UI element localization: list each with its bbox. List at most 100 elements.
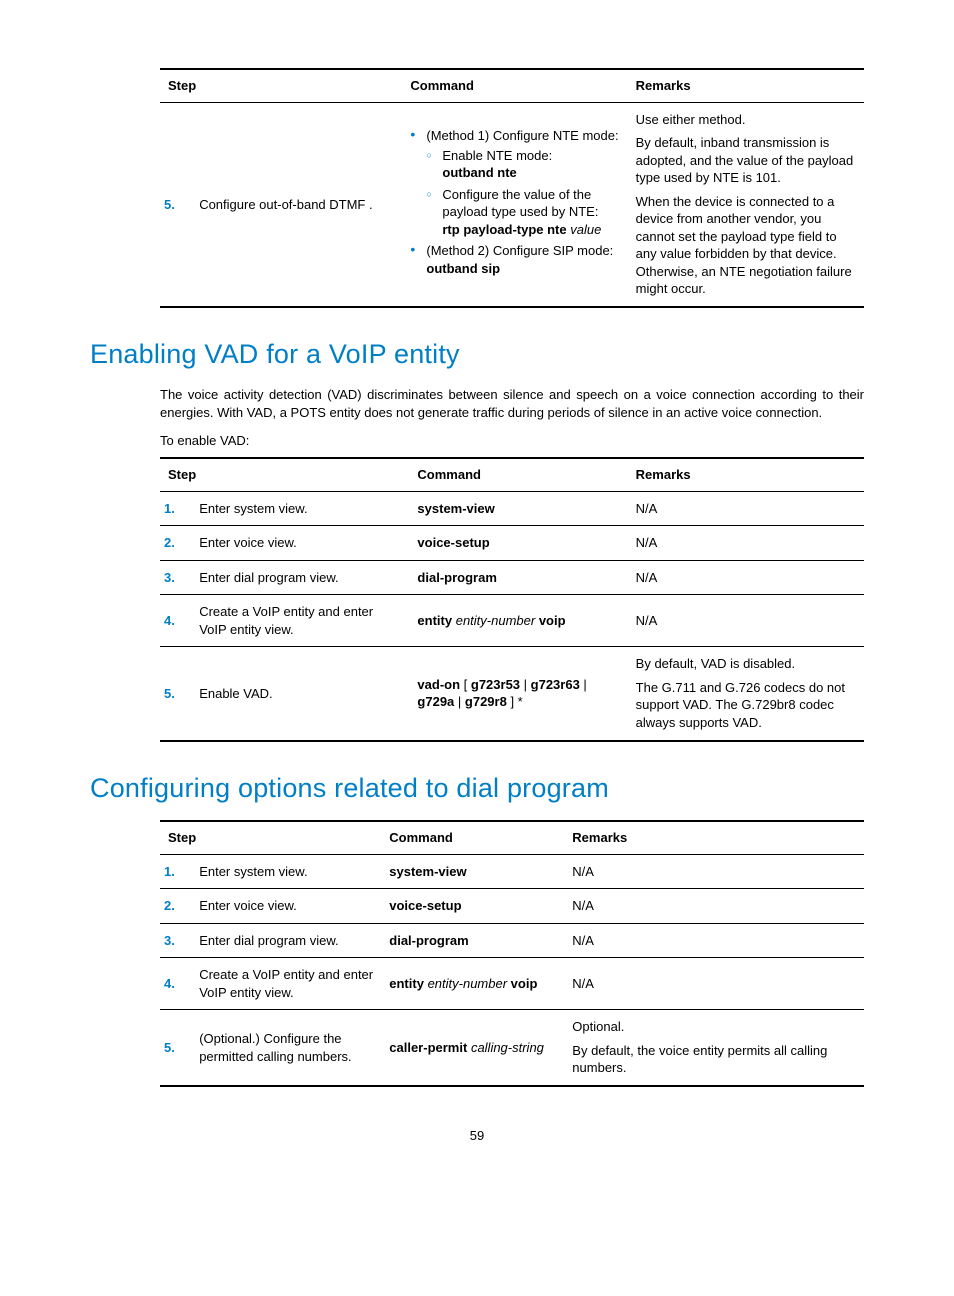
remark-line: By default, VAD is disabled.: [636, 655, 854, 673]
table-row: 5. Configure out-of-band DTMF . (Method …: [160, 102, 864, 307]
list-item: (Method 2) Configure SIP mode: outband s…: [410, 242, 621, 277]
table-vad: Step Command Remarks 1. Enter system vie…: [160, 457, 864, 741]
step-number: 1.: [160, 491, 195, 526]
table-row: 4. Create a VoIP entity and enter VoIP e…: [160, 958, 864, 1010]
col-command: Command: [385, 821, 568, 854]
cmd-bold: g729a: [417, 694, 454, 709]
cmd-plain: [: [460, 677, 471, 692]
page-number: 59: [90, 1127, 864, 1145]
step-desc: Enter system view.: [195, 491, 413, 526]
step-number: 2.: [160, 526, 195, 561]
col-step: Step: [160, 458, 413, 491]
step-desc: Create a VoIP entity and enter VoIP enti…: [195, 595, 413, 647]
step-desc: Enter dial program view.: [195, 923, 385, 958]
table-dtmf: Step Command Remarks 5. Configure out-of…: [160, 68, 864, 308]
table-row: 3. Enter dial program view. dial-program…: [160, 560, 864, 595]
cmd-bold: voip: [511, 976, 538, 991]
table-row: 4. Create a VoIP entity and enter VoIP e…: [160, 595, 864, 647]
step-desc: (Optional.) Configure the permitted call…: [195, 1010, 385, 1086]
step-number: 1.: [160, 854, 195, 889]
cmd-ital: entity-number: [428, 976, 507, 991]
cmd-plain: |: [454, 694, 465, 709]
step-number: 5.: [160, 647, 195, 741]
cmd-ital: value: [570, 222, 601, 237]
step-remarks: N/A: [568, 889, 864, 924]
vad-intro-para: The voice activity detection (VAD) discr…: [160, 386, 864, 421]
page-content: Step Command Remarks 5. Configure out-of…: [160, 68, 864, 1087]
step-command: voice-setup: [385, 889, 568, 924]
table-row: 5. (Optional.) Configure the permitted c…: [160, 1010, 864, 1086]
cmd-bold: entity: [417, 613, 452, 628]
step-desc: Create a VoIP entity and enter VoIP enti…: [195, 958, 385, 1010]
remark-line: By default, inband transmission is adopt…: [636, 134, 854, 187]
cmd-plain: ] *: [507, 694, 523, 709]
heading-vad: Enabling VAD for a VoIP entity: [90, 336, 864, 372]
remark-line: When the device is connected to a device…: [636, 193, 854, 298]
step-command: entity entity-number voip: [413, 595, 631, 647]
vad-lead: To enable VAD:: [160, 432, 864, 450]
cmd-bold: voip: [539, 613, 566, 628]
step-number: 4.: [160, 958, 195, 1010]
cmd-ital: entity-number: [456, 613, 535, 628]
remark-line: Use either method.: [636, 111, 854, 129]
col-command: Command: [406, 69, 631, 102]
table-dial-program: Step Command Remarks 1. Enter system vie…: [160, 820, 864, 1087]
cmd-bold: caller-permit: [389, 1040, 467, 1055]
cmd-bold: entity: [389, 976, 424, 991]
step-desc: Enable VAD.: [195, 647, 413, 741]
step-number: 2.: [160, 889, 195, 924]
col-step: Step: [160, 821, 385, 854]
cmd-bold: dial-program: [389, 933, 468, 948]
list-item: Enable NTE mode: outband nte: [426, 147, 621, 182]
table-row: 2. Enter voice view. voice-setup N/A: [160, 526, 864, 561]
col-remarks: Remarks: [632, 458, 864, 491]
cmd-bold: vad-on: [417, 677, 460, 692]
cmd-bold: g723r53: [471, 677, 520, 692]
cmd-bold: voice-setup: [389, 898, 461, 913]
table-header-row: Step Command Remarks: [160, 69, 864, 102]
list-item: Configure the value of the payload type …: [426, 186, 621, 239]
step-command: caller-permit calling-string: [385, 1010, 568, 1086]
step-command: dial-program: [385, 923, 568, 958]
heading-dial-program: Configuring options related to dial prog…: [90, 770, 864, 806]
cmd-bold: system-view: [389, 864, 466, 879]
step-number: 5.: [160, 1010, 195, 1086]
m2-intro: (Method 2) Configure SIP mode:: [426, 243, 613, 258]
col-remarks: Remarks: [632, 69, 864, 102]
step-number: 3.: [160, 923, 195, 958]
step-remarks: By default, VAD is disabled. The G.711 a…: [632, 647, 864, 741]
step-remarks: N/A: [632, 491, 864, 526]
step-number: 5.: [160, 102, 195, 307]
remark-line: The G.711 and G.726 codecs do not suppor…: [636, 679, 854, 732]
table-header-row: Step Command Remarks: [160, 821, 864, 854]
cmd-bold: g729r8: [465, 694, 507, 709]
step-remarks: N/A: [568, 923, 864, 958]
table-row: 3. Enter dial program view. dial-program…: [160, 923, 864, 958]
step-command: voice-setup: [413, 526, 631, 561]
step-command: (Method 1) Configure NTE mode: Enable NT…: [406, 102, 631, 307]
cmd-plain: |: [580, 677, 587, 692]
step-desc: Enter dial program view.: [195, 560, 413, 595]
step-command: dial-program: [413, 560, 631, 595]
cmd-bold: outband sip: [426, 261, 500, 276]
step-desc: Enter voice view.: [195, 526, 413, 561]
step-remarks: N/A: [568, 854, 864, 889]
cmd-bold: dial-program: [417, 570, 496, 585]
remark-line: By default, the voice entity permits all…: [572, 1042, 854, 1077]
sub-label: Configure the value of the payload type …: [442, 187, 598, 220]
step-command: vad-on [ g723r53 | g723r63 | g729a | g72…: [413, 647, 631, 741]
step-desc: Enter voice view.: [195, 889, 385, 924]
cmd-bold: rtp payload-type nte: [442, 222, 566, 237]
table-header-row: Step Command Remarks: [160, 458, 864, 491]
remark-line: Optional.: [572, 1018, 854, 1036]
col-command: Command: [413, 458, 631, 491]
cmd-bold: g723r63: [531, 677, 580, 692]
m1-intro: (Method 1) Configure NTE mode:: [426, 128, 618, 143]
step-remarks: N/A: [632, 526, 864, 561]
table-row: 1. Enter system view. system-view N/A: [160, 491, 864, 526]
step-command: system-view: [413, 491, 631, 526]
cmd-plain: |: [520, 677, 531, 692]
step-remarks: Use either method. By default, inband tr…: [632, 102, 864, 307]
step-desc: Configure out-of-band DTMF .: [195, 102, 406, 307]
table-row: 2. Enter voice view. voice-setup N/A: [160, 889, 864, 924]
